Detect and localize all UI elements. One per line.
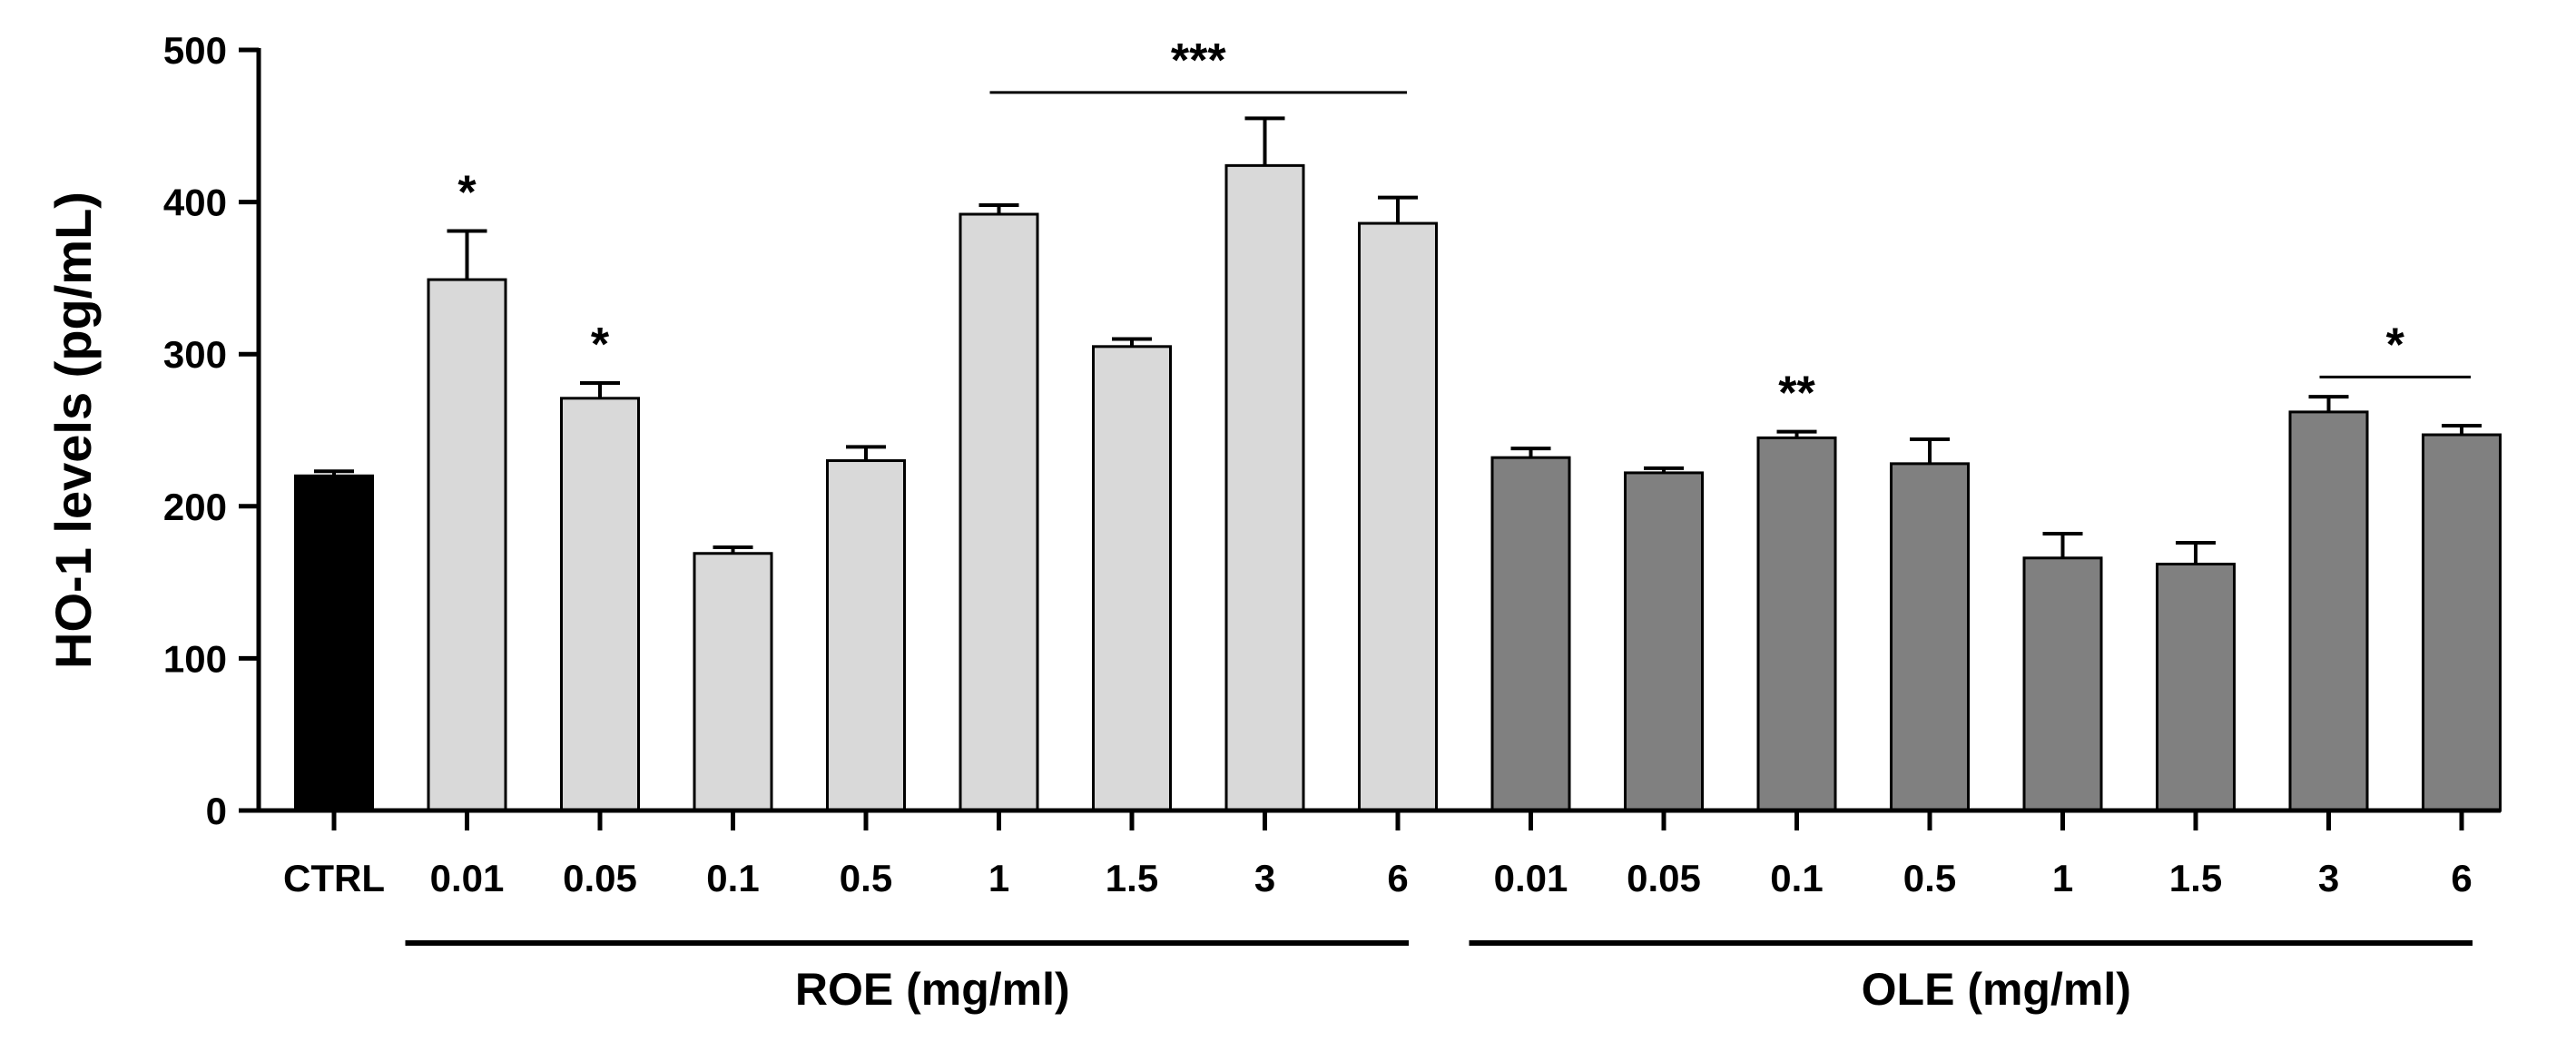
- x-tick-label: 0.5: [840, 857, 892, 899]
- x-tick-label: 0.01: [430, 857, 505, 899]
- labels-layer: 0 100 200 300 400 500 CTRL 0.01 0.05 0.1 0.5 1 1.5 3 6…: [44, 29, 2473, 1015]
- x-tick-label: 0.1: [706, 857, 759, 899]
- x-tick-label: 1: [2052, 857, 2073, 899]
- x-tick-label: 1: [988, 857, 1009, 899]
- x-tick-label: 0.05: [563, 857, 637, 899]
- y-tick-label: 0: [206, 790, 227, 832]
- bar-ole: [2422, 433, 2502, 812]
- bar-ole: [1624, 471, 1704, 812]
- x-tick-label: 3: [2318, 857, 2339, 899]
- error-bars-layer: [314, 116, 2482, 565]
- bar-ole: [2288, 410, 2369, 812]
- y-axis-title: HO-1 levels (pg/mL): [44, 192, 102, 669]
- x-tick-label: 1.5: [1106, 857, 1158, 899]
- axes-layer: [239, 47, 2501, 946]
- significance-bracket-label: *: [2386, 319, 2405, 371]
- y-tick-label: 200: [163, 486, 227, 528]
- x-tick-label: 0.1: [1770, 857, 1823, 899]
- y-tick-label: 500: [163, 29, 227, 72]
- x-tick-label: 1.5: [2169, 857, 2222, 899]
- annotations-layer: ********: [457, 34, 2471, 420]
- bar-ole: [2022, 556, 2103, 812]
- y-tick-label: 100: [163, 637, 227, 680]
- bar-roe: [427, 278, 507, 812]
- bar-ole: [1890, 462, 1970, 812]
- x-tick-label: 0.5: [1903, 857, 1956, 899]
- x-tick-label: 0.01: [1494, 857, 1568, 899]
- bar-roe: [959, 212, 1039, 812]
- bar-roe: [826, 459, 906, 812]
- y-tick-label: 300: [163, 333, 227, 376]
- bar-roe: [1092, 345, 1172, 812]
- significance-marker: *: [591, 319, 610, 371]
- x-tick-label: CTRL: [283, 857, 385, 899]
- significance-bracket-label: ***: [1171, 34, 1226, 87]
- bars-layer: [294, 163, 2502, 812]
- x-tick-label: 6: [1387, 857, 1408, 899]
- x-tick-label: 6: [2451, 857, 2472, 899]
- bar-roe: [693, 552, 773, 812]
- bar-ole: [1490, 456, 1571, 812]
- group-label: ROE (mg/ml): [795, 964, 1070, 1015]
- bar-ctrl: [294, 474, 374, 812]
- bar-roe: [1358, 221, 1438, 812]
- bar-roe: [1224, 163, 1305, 812]
- significance-marker: **: [1778, 368, 1815, 420]
- bar-ole: [1756, 436, 1837, 812]
- bar-ole: [2156, 562, 2236, 812]
- x-tick-label: 0.05: [1627, 857, 1701, 899]
- significance-marker: *: [457, 166, 477, 219]
- bar-roe: [560, 397, 640, 812]
- group-label: OLE (mg/ml): [1862, 964, 2131, 1015]
- y-tick-label: 400: [163, 182, 227, 224]
- x-tick-label: 3: [1254, 857, 1275, 899]
